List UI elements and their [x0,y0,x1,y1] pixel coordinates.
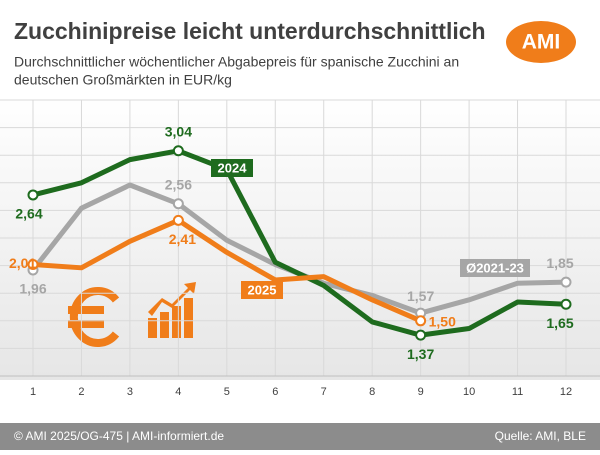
x-tick-label: 6 [272,386,278,398]
footer-left: © AMI 2025/OG-475 | AMI-informiert.de [14,429,224,443]
data-label: 1,96 [19,281,46,297]
marker [27,258,39,270]
legend-label: 2025 [248,282,277,297]
subtitle: deutschen Großmärkten in EUR/kg [14,72,232,88]
x-tick-label: 11 [512,386,523,398]
marker [560,276,572,288]
x-tick-label: 4 [175,386,181,398]
data-label: 1,85 [546,255,573,271]
marker [172,198,184,210]
series-line [32,148,567,338]
legend-box [211,159,253,177]
subtitle: Durchschnittlicher wöchentlicher Abgabep… [14,54,459,70]
x-tick-label: 2 [78,386,84,398]
data-label: 2,56 [165,176,192,192]
data-label: 2,64 [15,206,42,222]
legend-box [241,281,283,299]
marker [172,214,184,226]
legend-label: 2024 [218,160,248,175]
chart-title: Zucchinipreise leicht unterdurchschnittl… [14,18,486,44]
data-label: 2,41 [169,231,196,247]
marker [415,315,427,327]
data-label: 1,65 [546,315,573,331]
data-label: 1,50 [429,314,456,330]
x-tick-label: 12 [560,386,572,398]
series-line [32,217,422,324]
x-tick-label: 1 [30,386,36,398]
x-tick-label: 5 [224,386,230,398]
data-label: 3,04 [165,123,192,139]
chart-icon [148,282,196,338]
x-tick-label: 8 [369,386,375,398]
logo [506,21,576,63]
marker [27,189,39,201]
logo-text: AMI [522,31,561,54]
x-tick-label: 10 [463,386,475,398]
legend-label: Ø2021-23 [466,260,524,275]
legend-box [460,259,530,277]
data-label: 1,37 [407,346,434,362]
x-tick-label: 7 [321,386,327,398]
footer [0,423,600,450]
marker [415,329,427,341]
data-label: 1,57 [407,288,434,304]
x-tick-label: 3 [127,386,133,398]
marker [560,298,572,310]
euro-icon [68,287,120,347]
marker [172,145,184,157]
x-tick-label: 9 [418,386,424,398]
data-label: 2,01 [9,255,36,271]
footer-right: Quelle: AMI, BLE [495,429,586,443]
